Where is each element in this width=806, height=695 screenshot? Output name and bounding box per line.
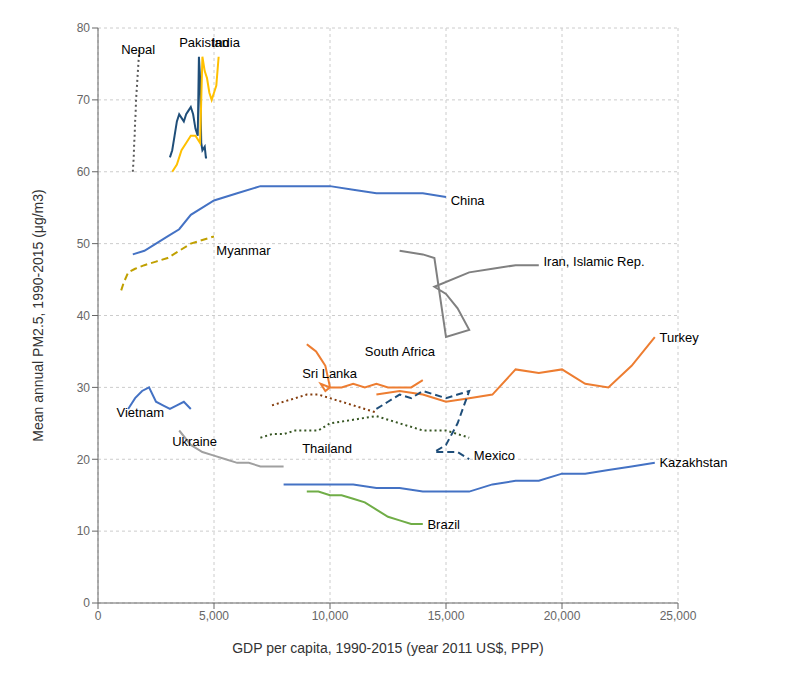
svg-text:60: 60 <box>77 165 91 179</box>
svg-text:15,000: 15,000 <box>428 609 465 623</box>
svg-text:Sri Lanka: Sri Lanka <box>302 366 358 381</box>
svg-text:Pakistan: Pakistan <box>179 35 230 50</box>
svg-text:5,000: 5,000 <box>199 609 229 623</box>
svg-text:0: 0 <box>83 596 90 610</box>
svg-text:Ukraine: Ukraine <box>172 434 217 449</box>
svg-text:50: 50 <box>77 237 91 251</box>
svg-text:Iran, Islamic Rep.: Iran, Islamic Rep. <box>543 254 644 269</box>
svg-text:10: 10 <box>77 524 91 538</box>
svg-text:30: 30 <box>77 381 91 395</box>
svg-text:Mexico: Mexico <box>474 448 515 463</box>
svg-text:GDP per capita, 1990-2015 (yea: GDP per capita, 1990-2015 (year 2011 US$… <box>232 640 544 656</box>
svg-text:Nepal: Nepal <box>121 42 155 57</box>
svg-text:0: 0 <box>95 609 102 623</box>
svg-text:80: 80 <box>77 21 91 35</box>
svg-text:10,000: 10,000 <box>312 609 349 623</box>
svg-text:40: 40 <box>77 309 91 323</box>
svg-text:70: 70 <box>77 93 91 107</box>
svg-text:India: India <box>212 35 241 50</box>
svg-text:Kazakhstan: Kazakhstan <box>659 455 727 470</box>
svg-text:Myanmar: Myanmar <box>216 243 271 258</box>
svg-text:China: China <box>451 193 486 208</box>
svg-text:Brazil: Brazil <box>427 517 460 532</box>
svg-text:20,000: 20,000 <box>544 609 581 623</box>
svg-text:Thailand: Thailand <box>302 441 352 456</box>
svg-text:20: 20 <box>77 453 91 467</box>
svg-text:25,000: 25,000 <box>660 609 697 623</box>
svg-text:Vietnam: Vietnam <box>117 405 164 420</box>
svg-text:Mean annual PM2.5, 1990-2015 (: Mean annual PM2.5, 1990-2015 (μg/m3) <box>30 189 46 441</box>
svg-text:Turkey: Turkey <box>659 330 699 345</box>
svg-text:South Africa: South Africa <box>365 344 436 359</box>
